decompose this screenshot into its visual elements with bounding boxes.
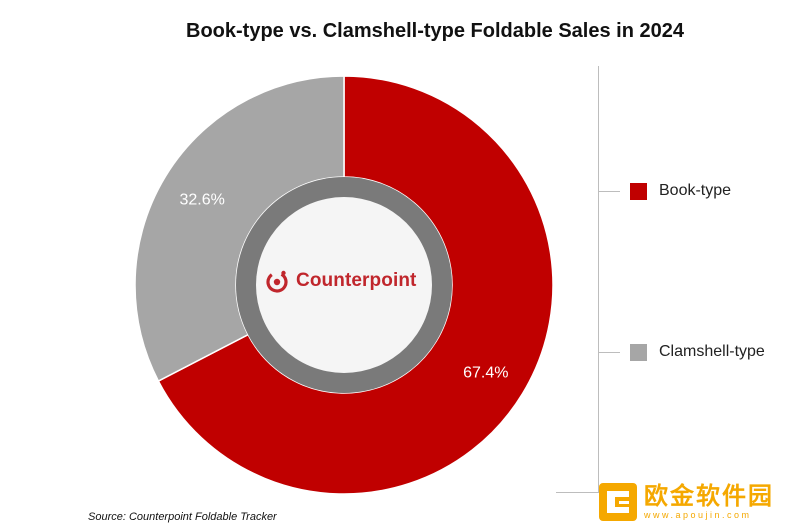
chart-title: Book-type vs. Clamshell-type Foldable Sa…: [186, 20, 684, 42]
legend-swatch-clamshell: [630, 343, 647, 361]
watermark: 欧金软件园 www.apoujin.com: [598, 482, 774, 522]
legend-item-clamshell: Clamshell-type: [630, 343, 765, 361]
legend-swatch-book: [630, 182, 647, 200]
counterpoint-logo-icon: [266, 270, 288, 293]
watermark-url: www.apoujin.com: [644, 510, 752, 520]
center-hole: [256, 197, 432, 373]
counterpoint-logo-text: Counterpoint: [296, 270, 417, 291]
legend-tick-clamshell: [598, 352, 620, 353]
source-note: Source: Counterpoint Foldable Tracker: [88, 511, 277, 523]
data-label-book-type: 67.4%: [463, 364, 508, 381]
watermark-logo-icon: [599, 483, 637, 521]
watermark-text: 欧金软件园: [644, 483, 774, 510]
data-label-clamshell-type: 32.6%: [180, 192, 225, 209]
legend-divider-vertical: [598, 66, 599, 492]
legend-divider-bottom: [556, 492, 599, 493]
legend-tick-book: [598, 191, 620, 192]
legend-item-book: Book-type: [630, 182, 731, 200]
counterpoint-logo: Counterpoint: [265, 269, 416, 293]
legend-label-clamshell: Clamshell-type: [659, 343, 765, 360]
legend-label-book: Book-type: [659, 182, 732, 199]
